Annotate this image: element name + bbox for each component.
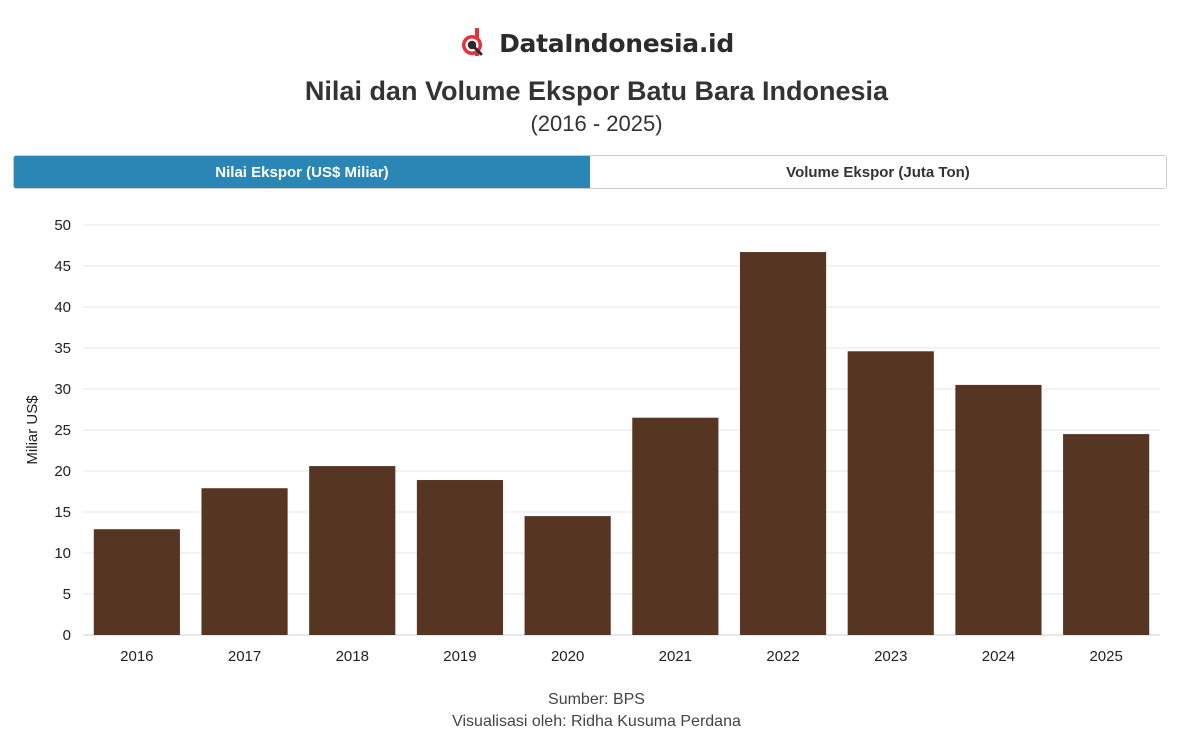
bar-2021 <box>632 417 719 635</box>
y-tick-label: 10 <box>54 545 71 562</box>
tab-bar: Nilai Ekspor (US$ Miliar) Volume Ekspor … <box>13 155 1167 189</box>
y-tick-label: 40 <box>54 299 71 316</box>
x-tick-label: 2024 <box>982 648 1015 665</box>
y-tick-label: 45 <box>54 258 71 275</box>
y-tick-label: 30 <box>54 381 71 398</box>
y-tick-label: 20 <box>54 463 71 480</box>
x-tick-label: 2019 <box>443 648 476 665</box>
bar-2018 <box>309 466 396 635</box>
x-tick-label: 2021 <box>659 648 692 665</box>
x-tick-label: 2022 <box>766 648 799 665</box>
y-tick-label: 5 <box>63 586 71 603</box>
chart-title: Nilai dan Volume Ekspor Batu Bara Indone… <box>304 76 889 106</box>
bar-2023 <box>847 351 934 635</box>
x-tick-label: 2025 <box>1089 648 1122 665</box>
bar-2016 <box>93 529 180 635</box>
chart-subtitle: (2016 - 2025) <box>530 111 663 136</box>
y-tick-label: 25 <box>54 422 71 439</box>
y-tick-label: 15 <box>54 504 71 521</box>
y-axis-title: Miliar US$ <box>24 395 41 465</box>
credit-text: Visualisasi oleh: Ridha Kusuma Perdana <box>452 713 741 730</box>
bar-2017 <box>201 488 288 635</box>
bar-2020 <box>524 516 611 635</box>
bar-2019 <box>416 480 504 635</box>
tab-nilai-ekspor[interactable]: Nilai Ekspor (US$ Miliar) <box>14 156 590 188</box>
y-tick-label: 50 <box>54 217 71 234</box>
brand: DataIndonesia.id <box>0 26 1193 60</box>
x-tick-label: 2017 <box>228 648 261 665</box>
bar-2025 <box>1063 434 1150 635</box>
x-tick-label: 2020 <box>551 648 584 665</box>
dataindonesia-logo-icon <box>462 28 483 56</box>
y-tick-label: 0 <box>63 627 71 644</box>
bar-2022 <box>739 252 827 635</box>
y-tick-label: 35 <box>54 340 71 357</box>
x-tick-label: 2018 <box>336 648 369 665</box>
brand-name: DataIndonesia.id <box>499 28 734 58</box>
source-text: Sumber: BPS <box>548 691 645 708</box>
footer: Sumber: BPS Visualisasi oleh: Ridha Kusu… <box>0 689 1193 733</box>
tab-volume-ekspor[interactable]: Volume Ekspor (Juta Ton) <box>590 156 1166 188</box>
bar-2024 <box>955 384 1042 635</box>
x-tick-label: 2016 <box>120 648 153 665</box>
x-tick-label: 2023 <box>874 648 907 665</box>
